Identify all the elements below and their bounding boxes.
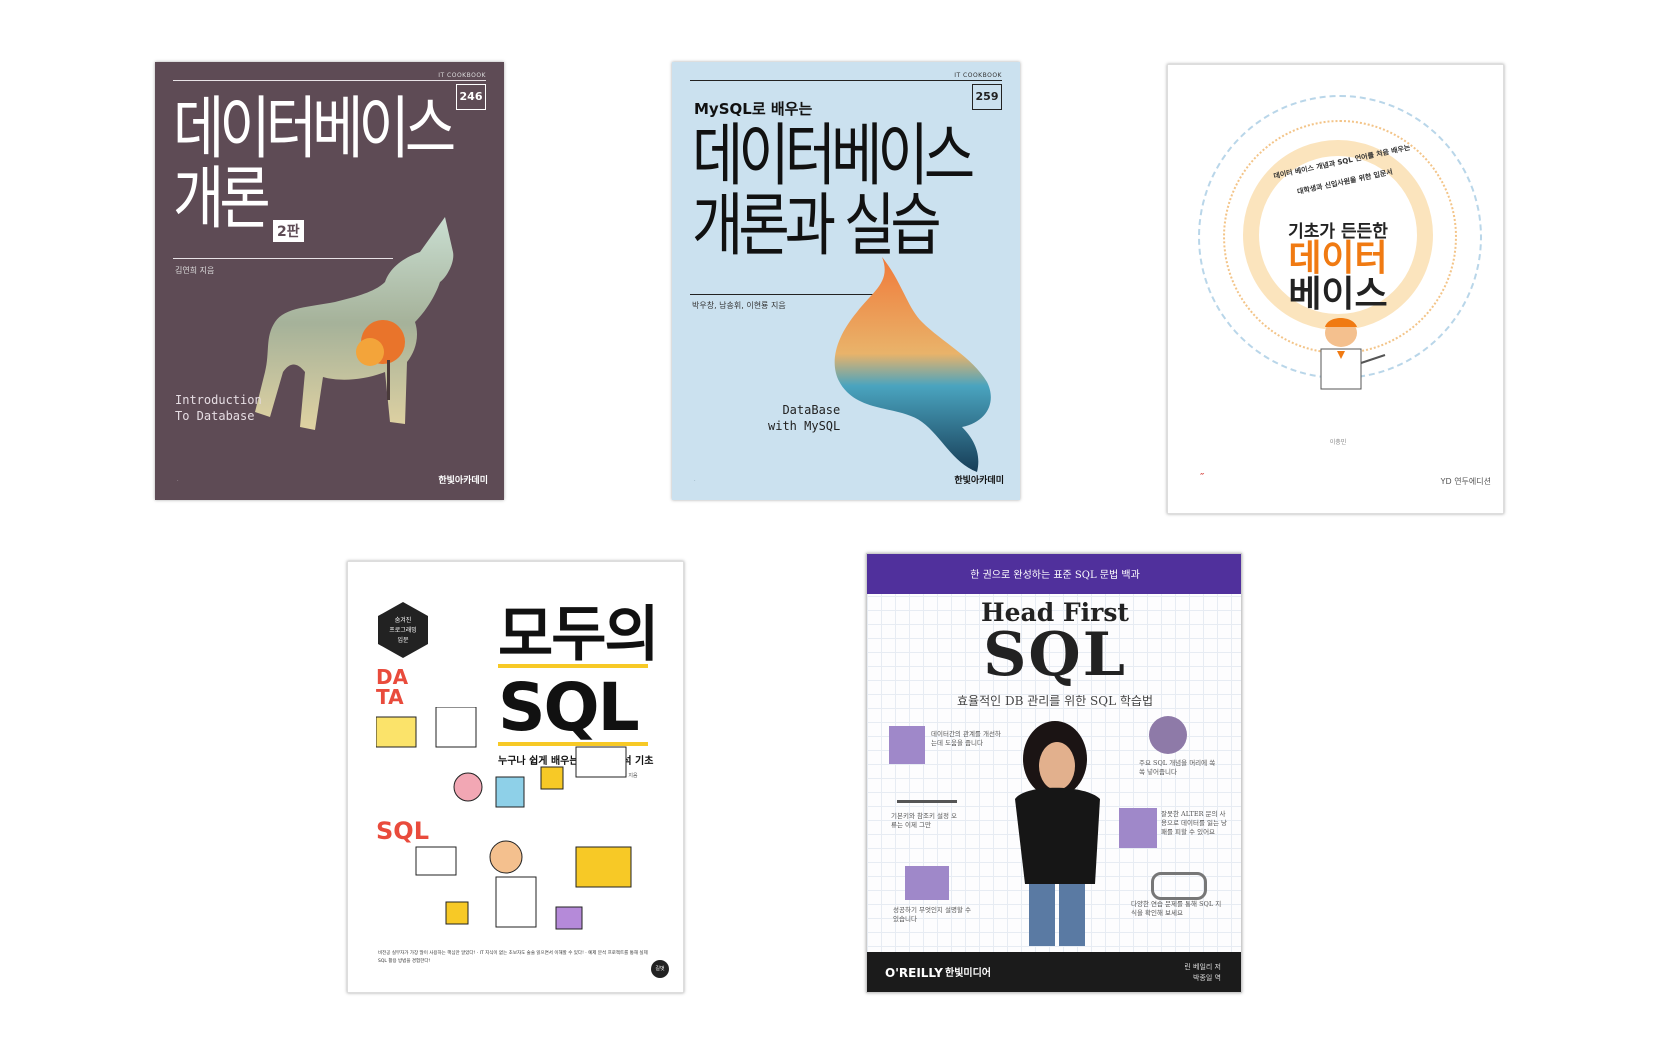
fine-print: ″ [1200, 472, 1205, 483]
book-cover-mysql-database[interactable]: IT COOKBOOK 259 MySQL로 배우는 데이터베이스 개론과 실습… [672, 62, 1020, 500]
edition-badge: 2판 [273, 220, 304, 242]
series-badge: 숨겨진 프로그래밍 입문 [378, 602, 428, 658]
book-author: 이충민 [1329, 439, 1347, 446]
series-number: 259 [972, 84, 1002, 110]
annotation-text: 성공하기 무엇인지 설명할 수 있습니다 [893, 906, 971, 923]
woman-photo [1015, 721, 1100, 946]
character-illustration [1320, 318, 1386, 390]
top-band [867, 554, 1241, 594]
cover-rule [173, 258, 393, 259]
cover-tagline: 한 권으로 완성하는 표준 SQL 문법 백과 [970, 570, 1140, 581]
english-title: Introduction To Database [175, 393, 262, 423]
annotation-text: 주요 SQL 개념을 머리에 쏙쏙 넣어줍니다 [1139, 759, 1216, 776]
book-subtitle: MySQL로 배우는 [694, 100, 813, 118]
annotation-text: 잘못한 ALTER 문의 사용으로 데이터를 잃는 낭패를 피할 수 있어요 [1161, 810, 1227, 836]
title-underline [498, 664, 648, 668]
title-underline [498, 742, 648, 746]
fine-print: · [694, 478, 696, 484]
fine-print: · [177, 478, 179, 484]
dolphin-illustration [834, 257, 991, 472]
english-title: DataBase with MySQL [768, 403, 841, 433]
publisher-logo: 한빛아카데미 [438, 476, 488, 486]
book-title-line2: SQL [498, 669, 640, 746]
book-title-line2: SQL [983, 620, 1127, 690]
annotation-image [1119, 808, 1157, 848]
book-cover-basic-database[interactable]: 데이터 베이스 개념과 SQL 언어를 처음 배우는 대학생과 신입사원을 위한… [1167, 64, 1504, 514]
brain-image [1149, 716, 1187, 754]
dumbbell-image [1151, 872, 1207, 900]
series-label: IT COOKBOOK [954, 72, 1002, 79]
oreilly-logo: O'REILLY [885, 966, 943, 980]
book-cover-database-intro[interactable]: IT COOKBOOK 246 데이터베이스 개론 2판 김연희 지음 Intr… [155, 62, 504, 500]
publisher-logo: 한빛아카데미 [954, 476, 1004, 486]
book-title-line1: 데이터 [1288, 238, 1388, 279]
annotation-text: 데이터간의 관계를 개선하는데 도움을 줍니다 [931, 730, 1001, 747]
book-title-line1: 모두의 [498, 600, 660, 670]
cover-blurb: 비전공 실무자가 가장 많이 사용하는 핵심만 알았다! · IT 지식이 없는… [378, 951, 648, 964]
key-image [897, 782, 957, 803]
book-cover-sql-for-everyone[interactable]: 숨겨진 프로그래밍 입문 모두의 SQL 누구나 쉽게 배우는 데이터 분석 기… [347, 561, 684, 993]
book-cover-head-first-sql[interactable]: 한 권으로 완성하는 표준 SQL 문법 백과 Head First SQL 효… [866, 553, 1242, 993]
book-title-line1: 데이터베이스 [692, 117, 975, 196]
series-label: IT COOKBOOK [438, 72, 486, 79]
book-author: 박우창, 남송휘, 이현룡 지음 [692, 301, 786, 310]
cover-rule [690, 294, 885, 295]
annotation-image [889, 726, 925, 764]
doodle-illustrations [376, 707, 632, 930]
book-title-line2: 개론과 실습 [692, 187, 942, 266]
book-title-line1: Head First [981, 598, 1129, 627]
book-subtitle: 효율적인 DB 관리를 위한 SQL 학습법 [956, 694, 1154, 708]
annotation-text: 다양한 연습 문제를 통해 SQL 지식을 확인해 보세요 [1131, 900, 1222, 917]
publisher-logo: YD 연두에디션 [1440, 477, 1491, 486]
annotation-image [905, 866, 949, 900]
cover-rule [173, 80, 486, 81]
unicorn-illustration [255, 217, 454, 430]
book-author: 김연희 지음 [175, 266, 215, 275]
book-title-line2: 개론 [173, 160, 271, 239]
series-number: 246 [456, 84, 486, 110]
sql-doodle-label: SQL [376, 817, 429, 845]
publisher-logo: 길벗 [651, 960, 669, 978]
translator-line: 박종일 역 [1193, 974, 1221, 982]
book-title-line2: 베이스 [1288, 274, 1388, 315]
book-authors: 린 베일리 저 박종일 역 [1184, 962, 1221, 984]
data-label: DA TA [376, 665, 409, 709]
publisher-logo: 한빛미디어 [945, 968, 991, 979]
book-title-line0: 기초가 든든한 [1288, 222, 1388, 242]
annotation-text: 기본키와 참조키 설정 오류는 이제 그만 [891, 812, 957, 829]
cover-rule [690, 80, 1002, 81]
author-line: 린 베일리 저 [1184, 963, 1221, 971]
book-title-line1: 데이터베이스 [173, 90, 456, 169]
bottom-band [867, 952, 1241, 992]
